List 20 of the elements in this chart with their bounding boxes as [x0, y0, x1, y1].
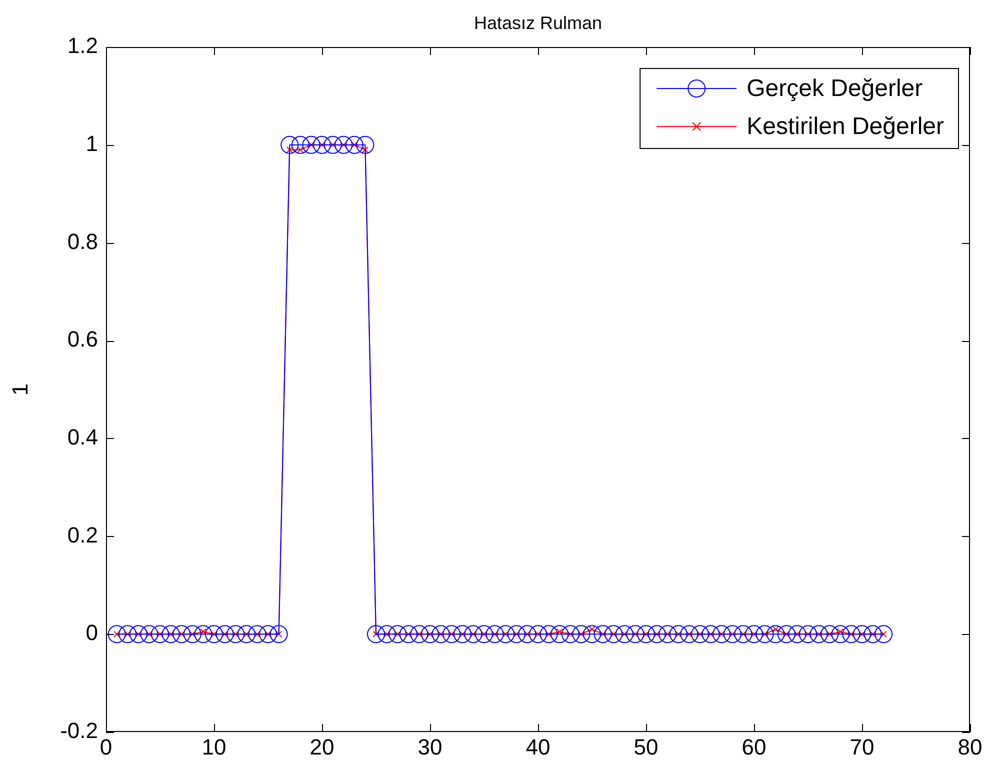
chart-title: Hatasız Rulman — [474, 13, 602, 33]
x-tick-label: 60 — [742, 734, 766, 760]
x-tick-label: 30 — [418, 734, 442, 760]
x-tick-label: 10 — [202, 734, 226, 760]
y-tick-label: 1.2 — [67, 33, 98, 58]
y-tick-label: 0.8 — [67, 228, 98, 254]
y-tick-label: 0.4 — [67, 424, 98, 450]
legend-label: Kestirilen Değerler — [746, 113, 944, 140]
x-tick-label: 40 — [526, 734, 550, 760]
y-tick-label: 1 — [86, 130, 98, 156]
y-tick-label: 0.2 — [67, 522, 98, 548]
x-tick-label: 50 — [634, 734, 658, 760]
y-axis-title: 1 — [7, 383, 32, 396]
legend-label: Gerçek Değerler — [746, 75, 923, 102]
y-tick-label: 0 — [86, 620, 98, 646]
y-tick-label: -0.2 — [60, 718, 98, 744]
x-tick-label: 70 — [850, 734, 874, 760]
x-tick-label: 80 — [958, 734, 982, 760]
x-tick-label: 20 — [310, 734, 334, 760]
y-tick-label: 0.6 — [67, 326, 98, 352]
